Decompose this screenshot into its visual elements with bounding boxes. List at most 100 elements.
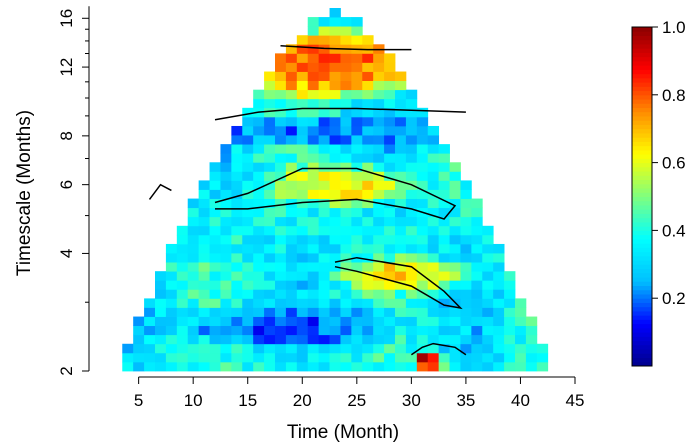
- heatmap-cell: [220, 307, 232, 317]
- x-tick-label: 5: [134, 391, 143, 410]
- heatmap-cell: [329, 307, 341, 317]
- heatmap-cell: [242, 207, 254, 218]
- colorbar-swatch: [632, 230, 652, 236]
- heatmap-cell: [307, 361, 320, 372]
- heatmap-cell: [340, 17, 352, 27]
- heatmap-cell: [438, 171, 450, 181]
- heatmap-cell: [155, 271, 167, 281]
- heatmap-cell: [373, 98, 385, 109]
- colorbar-swatch: [632, 90, 652, 96]
- heatmap-cell: [285, 135, 298, 145]
- heatmap-cell: [220, 325, 232, 336]
- heatmap-cell: [471, 234, 483, 245]
- colorbar-swatch: [632, 27, 652, 32]
- heatmap-cell: [482, 352, 494, 363]
- heatmap-cell: [460, 325, 472, 336]
- heatmap-cell: [209, 325, 221, 336]
- heatmap-cell: [285, 53, 298, 63]
- heatmap-cell: [493, 298, 505, 308]
- heatmap-cell: [155, 316, 167, 327]
- heatmap-cell: [296, 80, 309, 91]
- heatmap-cell: [329, 98, 341, 109]
- y-tick-label: 12: [57, 58, 76, 77]
- heatmap-cell: [427, 125, 440, 136]
- heatmap-cell: [296, 325, 309, 336]
- heatmap-cell: [209, 171, 221, 181]
- heatmap-cell: [395, 289, 407, 299]
- heatmap-cell: [449, 289, 461, 299]
- heatmap-cell: [373, 316, 385, 327]
- heatmap-cell: [144, 361, 156, 372]
- heatmap-cell: [296, 316, 309, 327]
- heatmap-cell: [285, 189, 298, 199]
- heatmap-cell: [438, 289, 450, 299]
- heatmap-cell: [362, 253, 374, 263]
- heatmap-cell: [198, 343, 210, 354]
- y-tick-label: 6: [57, 180, 76, 189]
- heatmap-cell: [285, 253, 298, 263]
- heatmap-cell: [493, 325, 505, 336]
- heatmap-cell: [351, 280, 363, 290]
- heatmap-cell: [253, 189, 265, 199]
- heatmap-cell: [449, 243, 461, 254]
- heatmap-cell: [405, 198, 418, 209]
- heatmap-cell: [471, 316, 483, 327]
- heatmap-cell: [242, 298, 254, 308]
- heatmap-cell: [285, 71, 298, 81]
- heatmap-cell: [384, 89, 396, 100]
- heatmap-cell: [471, 253, 483, 263]
- heatmap-cell: [285, 334, 298, 345]
- colorbar-swatch: [632, 277, 652, 282]
- heatmap-cell: [198, 271, 210, 281]
- heatmap-cell: [482, 271, 494, 281]
- heatmap-cell: [438, 207, 450, 218]
- heatmap-cell: [416, 144, 429, 154]
- heatmap-cell: [504, 298, 516, 308]
- heatmap-cell: [144, 352, 156, 363]
- heatmap-cell: [362, 243, 374, 254]
- heatmap-cell: [307, 325, 320, 336]
- heatmap-cell: [307, 352, 320, 363]
- heatmap-cell: [395, 316, 407, 327]
- heatmap-cell: [329, 17, 341, 27]
- heatmap-cell: [384, 243, 396, 254]
- colorbar-swatch: [632, 166, 652, 172]
- colorbar-swatch: [632, 52, 652, 58]
- heatmap-cell: [493, 280, 505, 290]
- heatmap-cell: [285, 171, 298, 181]
- heatmap-cell: [416, 116, 429, 127]
- heatmap-cell: [220, 162, 232, 172]
- heatmap-cell: [318, 171, 330, 181]
- heatmap-cell: [504, 316, 516, 327]
- heatmap-cell: [329, 80, 341, 91]
- colorbar-swatch: [632, 111, 652, 117]
- heatmap-cell: [427, 289, 440, 299]
- heatmap-cell: [253, 271, 265, 281]
- heatmap-cell: [253, 253, 265, 263]
- heatmap-cell: [198, 198, 210, 209]
- colorbar-swatch: [632, 209, 652, 214]
- heatmap-cell: [176, 289, 189, 299]
- heatmap-cell: [416, 189, 429, 199]
- colorbar-swatch: [632, 349, 652, 354]
- heatmap-cell: [351, 189, 363, 199]
- heatmap-cell: [384, 153, 396, 163]
- heatmap-cell: [373, 343, 385, 354]
- heatmap-cell: [416, 325, 429, 336]
- heatmap-cell: [449, 253, 461, 263]
- heatmap-cell: [242, 180, 254, 190]
- y-tick-label: 4: [57, 249, 76, 258]
- heatmap-cell: [165, 361, 178, 372]
- heatmap-cell: [231, 334, 243, 345]
- heatmap-cell: [384, 171, 396, 181]
- heatmap-cell: [329, 26, 341, 36]
- heatmap-cell: [275, 162, 287, 172]
- heatmap-cell: [296, 198, 309, 209]
- heatmap-cell: [471, 280, 483, 290]
- heatmap-cell: [275, 307, 287, 317]
- heatmap-cell: [351, 71, 363, 81]
- heatmap-cell: [340, 225, 352, 236]
- heatmap-cell: [362, 62, 374, 72]
- heatmap-cell: [340, 334, 352, 345]
- heatmap-cell: [264, 116, 276, 127]
